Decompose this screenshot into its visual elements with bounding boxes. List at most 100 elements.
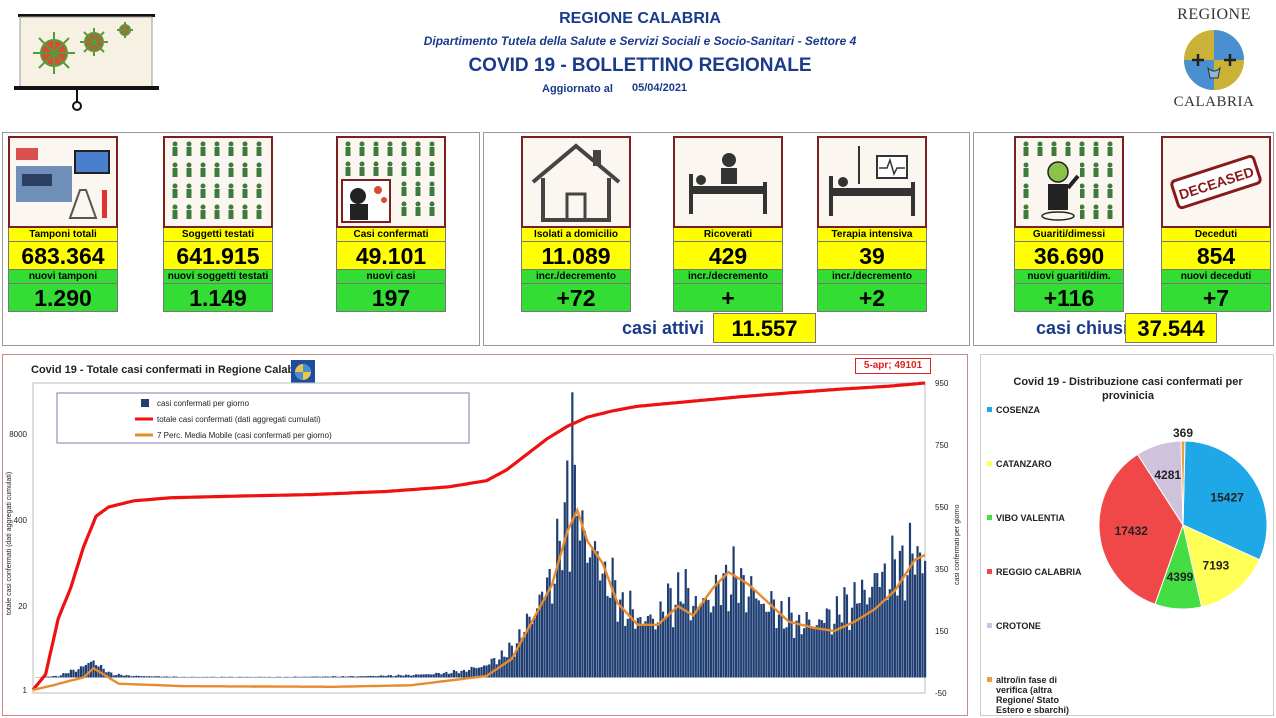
daily-cases-bar [649, 614, 652, 678]
daily-cases-bar [659, 601, 662, 678]
daily-cases-bar [407, 674, 410, 678]
daily-cases-bar [379, 675, 382, 678]
daily-cases-bar [505, 657, 508, 678]
daily-cases-bar [87, 662, 90, 678]
daily-cases-bar [392, 676, 395, 678]
kpi-value: 641.915 [163, 242, 273, 270]
isolati-illustration-icon [521, 136, 631, 228]
deceduti-illustration-icon: DECEASED [1161, 136, 1271, 228]
pie-legend-entry: COSENZA [987, 405, 1097, 415]
region-title: REGIONE CALABRIA [559, 10, 721, 27]
daily-cases-bar [634, 628, 637, 678]
daily-cases-bar [503, 656, 506, 678]
daily-cases-bar [724, 564, 728, 678]
daily-cases-bar [324, 676, 327, 678]
daily-cases-bar [130, 676, 133, 678]
kpi-label: Guariti/dimessi [1014, 228, 1124, 242]
pie-chart: 15427 7193 4399 17432 4281 369 [1098, 426, 1268, 610]
daily-cases-bar [478, 667, 481, 678]
daily-cases-bar [69, 669, 72, 678]
daily-cases-bar [447, 673, 450, 678]
daily-cases-bar [891, 535, 894, 678]
chart-legend-entry: casi confermati per giorno [157, 399, 250, 408]
daily-cases-bar [848, 629, 851, 678]
cases-chart-title: Covid 19 - Totale casi confermati in Reg… [31, 364, 308, 376]
daily-cases-bar [556, 518, 559, 678]
daily-cases-bar [445, 671, 448, 678]
daily-cases-bar [707, 599, 710, 678]
daily-cases-bar [150, 676, 153, 678]
daily-cases-bar [911, 553, 914, 678]
daily-cases-bar [699, 603, 702, 678]
pie-legend-entry: REGGIO CALABRIA [987, 567, 1097, 577]
active-cases-label: casi attivi [622, 318, 705, 338]
daily-cases-bar [692, 605, 695, 678]
daily-cases-bar [291, 676, 294, 678]
cases-chart-panel: Covid 19 - Totale casi confermati in Reg… [2, 354, 968, 716]
pie-legend-entry: CROTONE [987, 621, 1097, 631]
daily-cases-bar [107, 671, 110, 678]
daily-cases-bar [651, 618, 655, 678]
daily-cases-bar [140, 676, 143, 678]
bulletin-title: COVID 19 - BOLLETTINO REGIONALE [468, 55, 812, 76]
daily-cases-bar [750, 576, 753, 678]
kpi-sublabel: nuovi guariti/dim. [1014, 270, 1124, 284]
right-axis-tick: 150 [935, 627, 949, 636]
daily-cases-bar [666, 583, 670, 678]
daily-cases-bar [309, 676, 312, 678]
daily-cases-bar [417, 674, 420, 678]
daily-cases-bar [394, 675, 398, 678]
daily-cases-bar [276, 676, 279, 678]
daily-cases-bar [210, 676, 214, 678]
daily-cases-bar [538, 594, 541, 678]
daily-cases-bar [515, 643, 518, 678]
daily-cases-bar [729, 594, 733, 678]
daily-cases-bar [528, 616, 531, 678]
daily-cases-bar [190, 676, 193, 678]
daily-cases-bar [641, 625, 644, 678]
pie-legend-label: CROTONE [996, 621, 1041, 631]
daily-cases-bar [115, 675, 118, 678]
daily-cases-bar [127, 675, 130, 678]
daily-cases-bar [800, 634, 803, 678]
daily-cases-bar [684, 569, 687, 678]
daily-cases-bar [142, 676, 146, 678]
daily-cases-bar [573, 464, 576, 678]
daily-cases-bar [740, 568, 743, 678]
daily-cases-bar [543, 597, 546, 678]
daily-cases-bar [346, 676, 350, 678]
daily-cases-bar [483, 665, 486, 678]
pie-slice [1182, 524, 1261, 608]
daily-cases-bar [208, 676, 211, 678]
daily-cases-bar [833, 623, 836, 678]
daily-cases-bar [558, 540, 561, 678]
daily-cases-bar [64, 673, 67, 678]
daily-cases-bar [553, 583, 556, 678]
daily-cases-bar [795, 620, 798, 678]
daily-cases-bar [147, 676, 151, 678]
daily-cases-bar [596, 551, 599, 678]
daily-cases-bar [677, 572, 680, 678]
daily-cases-bar [427, 674, 430, 678]
daily-cases-bar [422, 674, 425, 678]
daily-cases-bar [44, 676, 47, 678]
daily-cases-bar [835, 596, 839, 678]
daily-cases-bar [760, 604, 763, 678]
kpi-label: Ricoverati [673, 228, 783, 242]
daily-cases-bar [137, 675, 141, 678]
kpi-subvalue: 1.290 [8, 284, 118, 312]
kpi-tile-guariti: Guariti/dimessi 36.690 nuovi guariti/dim. +… [1014, 136, 1124, 312]
daily-cases-bar [155, 676, 158, 678]
daily-cases-bar [752, 589, 755, 678]
daily-cases-bar [437, 672, 440, 678]
daily-cases-bar [412, 675, 415, 678]
kpi-subvalue: 1.149 [163, 284, 273, 312]
daily-cases-bar [299, 676, 302, 678]
daily-cases-bar [918, 552, 922, 678]
right-axis-tick: -50 [935, 689, 947, 698]
daily-cases-bar [488, 664, 491, 678]
daily-cases-bar [220, 676, 224, 678]
daily-cases-bar [472, 667, 476, 678]
pie-legend-label: REGGIO CALABRIA [996, 567, 1082, 577]
daily-cases-bar [540, 591, 544, 678]
